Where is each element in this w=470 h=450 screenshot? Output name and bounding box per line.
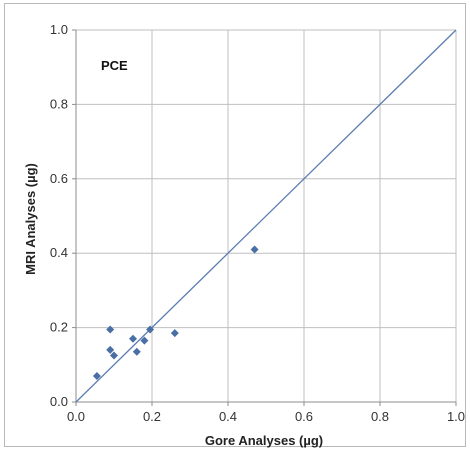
data-point bbox=[140, 336, 149, 345]
y-axis-title: MRI Analyses (µg) bbox=[23, 163, 38, 275]
data-point bbox=[129, 334, 137, 343]
scatter-chart: 0.0 0.2 0.4 0.6 0.8 1.0 0.0 0.2 0.4 0.6 0.8 1.0 PCE… bbox=[23, 22, 465, 448]
y-tick-label: 0.2 bbox=[50, 320, 68, 335]
y-tick-label: 0.4 bbox=[50, 245, 68, 260]
data-points bbox=[92, 245, 259, 380]
axes bbox=[72, 29, 457, 406]
data-point bbox=[92, 371, 101, 380]
data-point bbox=[250, 245, 259, 254]
series-annotation: PCE bbox=[101, 58, 128, 73]
data-point bbox=[106, 325, 115, 334]
chart-frame: 0.0 0.2 0.4 0.6 0.8 1.0 0.0 0.2 0.4 0.6 0.8 1.0 PCE… bbox=[4, 3, 466, 448]
data-point bbox=[170, 329, 179, 338]
data-point bbox=[146, 325, 155, 334]
y-tick-label: 0.8 bbox=[50, 96, 68, 111]
reference-line-group bbox=[75, 29, 457, 403]
x-tick-label: 0.0 bbox=[67, 409, 85, 424]
tick-labels: 0.0 0.2 0.4 0.6 0.8 1.0 0.0 0.2 0.4 0.6 0.8 1.0 bbox=[50, 22, 465, 424]
x-tick-label: 0.6 bbox=[295, 409, 313, 424]
data-point bbox=[106, 345, 115, 354]
y-tick-label: 1.0 bbox=[50, 22, 68, 37]
x-tick-label: 1.0 bbox=[447, 409, 465, 424]
y-tick-label: 0.0 bbox=[50, 394, 68, 409]
x-tick-label: 0.2 bbox=[143, 409, 161, 424]
x-tick-label: 0.8 bbox=[371, 409, 389, 424]
data-point bbox=[110, 351, 118, 360]
y-tick-label: 0.6 bbox=[50, 171, 68, 186]
data-point bbox=[132, 347, 141, 356]
x-tick-label: 0.4 bbox=[219, 409, 237, 424]
x-axis-title: Gore Analyses (µg) bbox=[205, 433, 323, 448]
reference-line bbox=[75, 29, 457, 403]
grid-lines bbox=[76, 29, 457, 402]
